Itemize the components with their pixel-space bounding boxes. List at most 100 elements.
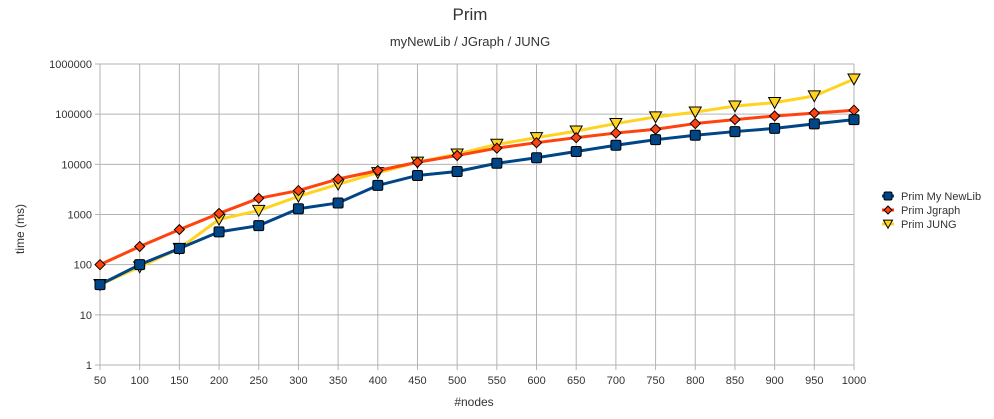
- x-tick-label: 1000: [842, 375, 866, 387]
- data-point: [808, 118, 820, 130]
- x-tick-label: 650: [567, 375, 585, 387]
- legend-item: Prim JUNG: [882, 219, 957, 231]
- legend-item: Prim Jgraph: [882, 205, 960, 217]
- x-tick-label: 600: [527, 375, 545, 387]
- data-point: [689, 117, 701, 130]
- data-point: [451, 165, 463, 177]
- data-point: [883, 205, 893, 215]
- x-tick-label: 550: [488, 375, 506, 387]
- data-point: [133, 240, 146, 253]
- x-tick-label: 900: [765, 375, 783, 387]
- data-point: [882, 219, 894, 230]
- y-tick-label: 100000: [55, 109, 92, 121]
- data-point: [292, 184, 305, 197]
- data-point: [688, 106, 703, 119]
- series-line: [99, 77, 855, 287]
- data-point: [251, 204, 266, 218]
- data-point: [570, 131, 582, 144]
- data-point: [253, 220, 265, 232]
- x-tick-label: 500: [448, 375, 466, 387]
- y-tick-label: 1000000: [49, 59, 92, 71]
- x-tick-label: 100: [131, 375, 149, 387]
- legend-label: Prim My NewLib: [901, 191, 981, 203]
- legend-label: Prim JUNG: [901, 219, 957, 231]
- data-point: [173, 223, 186, 236]
- data-point: [569, 125, 584, 138]
- legend-item: Prim My NewLib: [882, 191, 981, 203]
- y-axis-ticks: 1 10 100 1000 10000 100000 1000000: [49, 59, 92, 372]
- series-line: [99, 108, 855, 267]
- y-tick-label: 1: [86, 360, 92, 372]
- data-point: [610, 139, 622, 151]
- data-point: [729, 113, 741, 126]
- data-point: [372, 179, 384, 191]
- data-point: [769, 122, 781, 134]
- data-point: [253, 192, 265, 205]
- data-point: [767, 97, 782, 110]
- data-point: [847, 73, 861, 86]
- chart-subtitle: myNewLib / JGraph / JUNG: [390, 34, 550, 49]
- x-tick-label: 800: [686, 375, 704, 387]
- data-point: [848, 114, 860, 126]
- data-point: [292, 203, 304, 215]
- series-0: [94, 114, 860, 291]
- data-point: [531, 152, 543, 164]
- x-tick-label: 700: [607, 375, 625, 387]
- series-1: [94, 104, 860, 271]
- data-point: [728, 100, 742, 113]
- y-tick-label: 100: [74, 260, 92, 272]
- legend: Prim My NewLib Prim Jgraph Prim JUNG: [882, 191, 981, 231]
- data-point: [530, 136, 543, 149]
- x-tick-label: 250: [250, 375, 268, 387]
- data-point: [609, 117, 623, 131]
- y-tick-label: 10000: [61, 159, 92, 171]
- y-axis-title: time (ms): [13, 204, 27, 254]
- data-point: [411, 156, 424, 168]
- x-tick-label: 850: [726, 375, 744, 387]
- data-point: [411, 169, 423, 181]
- data-point: [332, 197, 344, 209]
- x-axis-title: #nodes: [454, 395, 493, 409]
- y-tick-label: 1000: [68, 210, 92, 222]
- data-point: [689, 129, 701, 141]
- data-point: [213, 226, 225, 238]
- data-point: [610, 127, 622, 139]
- x-tick-label: 150: [170, 375, 188, 387]
- x-tick-label: 750: [646, 375, 664, 387]
- data-point: [332, 173, 344, 185]
- data-point: [729, 126, 741, 138]
- data-point: [649, 123, 662, 135]
- data-point: [768, 110, 781, 122]
- data-point: [570, 146, 582, 158]
- chart-title: Prim: [453, 5, 488, 24]
- x-tick-label: 300: [289, 375, 307, 387]
- series-line: [99, 118, 855, 286]
- x-tick-label: 200: [210, 375, 228, 387]
- data-point: [808, 107, 821, 119]
- data-point: [94, 279, 106, 291]
- series-2: [93, 73, 861, 292]
- data-point: [491, 142, 503, 154]
- y-tick-label: 10: [80, 310, 92, 322]
- data-point: [451, 149, 463, 162]
- x-axis-ticks: 50 100 150 200 250 300 350 400 450 500 550 600 650 70…: [94, 375, 866, 387]
- data-point: [134, 259, 146, 271]
- data-point: [648, 111, 663, 124]
- legend-label: Prim Jgraph: [901, 205, 960, 217]
- x-tick-label: 950: [805, 375, 823, 387]
- x-tick-label: 350: [329, 375, 347, 387]
- grid: [95, 63, 855, 370]
- data-point: [491, 157, 503, 169]
- x-tick-label: 400: [369, 375, 387, 387]
- x-tick-label: 450: [408, 375, 426, 387]
- data-point: [883, 191, 893, 201]
- data-point: [94, 258, 106, 271]
- data-point: [807, 90, 822, 103]
- data-point: [173, 243, 185, 255]
- x-tick-label: 50: [94, 375, 106, 387]
- data-point: [650, 134, 662, 146]
- data-point: [213, 207, 225, 220]
- series-layer: [93, 73, 861, 292]
- data-point: [372, 164, 384, 177]
